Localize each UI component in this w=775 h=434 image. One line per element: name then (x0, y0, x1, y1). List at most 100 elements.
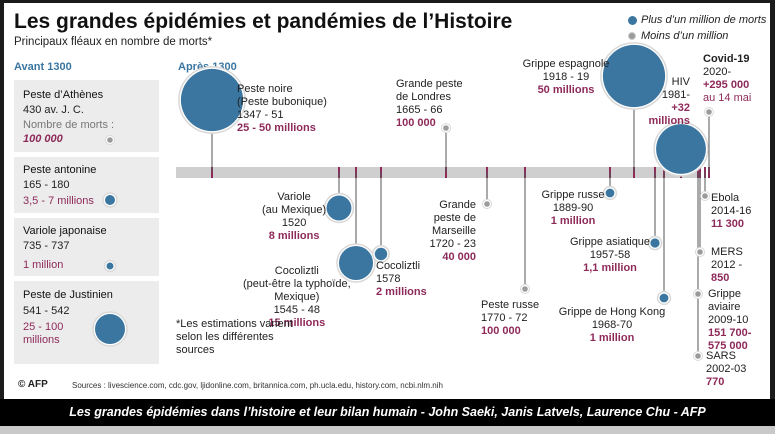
label-peste-russe: Peste russe 1770 - 72 100 000 (481, 299, 539, 338)
card-name: Peste de Justinien (23, 289, 113, 301)
small-dot-icon (628, 32, 636, 40)
bubble-mark (602, 44, 666, 108)
event-period: 1968-70 (591, 319, 633, 331)
label-peste-noire: Peste noire (Peste bubonique) 1347 - 51 … (237, 83, 327, 135)
timeline-tick (211, 167, 213, 178)
event-period: 1957-58 (589, 249, 631, 261)
event-name: Grande peste (396, 78, 463, 90)
big-dot-icon (628, 16, 637, 25)
small-mark (695, 353, 701, 359)
card-name: Peste antonine (23, 164, 97, 176)
event-deaths: 1,1 million (583, 262, 637, 274)
event-name: HIV (671, 76, 690, 88)
card-bubble-mark (106, 262, 114, 270)
event-name: MERS (711, 246, 743, 258)
label-hiv: HIV 1981- +32 millions (648, 76, 690, 128)
event-deaths: 100 000 (481, 325, 521, 337)
event-name: Covid-19 (703, 53, 750, 65)
card-name: Peste d’Athènes (23, 89, 104, 101)
event-period: 1720 - 23 (429, 238, 476, 250)
event-name: SARS (706, 350, 736, 362)
label-mers: MERS 2012 - 850 (711, 246, 743, 285)
event-period: 2014-16 (711, 205, 752, 217)
event-deaths: 8 millions (268, 230, 320, 242)
event-name: Grippe de Hong Kong (558, 306, 666, 318)
event-name: Grippe asiatique (569, 236, 651, 248)
bubble-mark (180, 68, 244, 132)
card-deaths: 3,5 - 7 millions (23, 195, 94, 207)
event-deaths-max: 575 000 (708, 340, 748, 352)
event-name: Peste russe (481, 299, 540, 311)
event-name: Cocoliztli (274, 265, 319, 277)
card-bubble-mark (95, 314, 125, 344)
small-mark (706, 109, 712, 115)
small-mark (702, 193, 708, 199)
event-deaths: 25 - 50 millions (237, 122, 316, 134)
event-name-detail: Marseille (431, 225, 476, 237)
label-covid-19: Covid-19 2020- +295 000 au 14 mai (703, 53, 751, 105)
card-small-mark (107, 137, 113, 143)
afp-credit: © AFP (18, 379, 48, 390)
small-mark (522, 286, 528, 292)
label-grippe-espagnole: Grippe espagnole 1918 - 19 50 millions (518, 58, 614, 97)
label-grippe-asiatique: Grippe asiatique 1957-58 1,1 million (567, 236, 653, 275)
card-peste-justinien: Peste de Justinien 541 - 542 25 - 100 mi… (14, 281, 159, 364)
bubble-mark (605, 188, 615, 198)
event-deaths: 2 millions (376, 286, 427, 298)
event-period: 2020- (703, 66, 732, 78)
legend-big: Plus d’un million de morts (628, 12, 766, 28)
event-deaths: 770 (706, 376, 725, 388)
event-deaths: +295 000 (703, 79, 750, 91)
event-deaths: 1 million (550, 215, 596, 227)
card-name: Variole japonaise (23, 225, 107, 237)
event-name-detail: Mexique) (274, 291, 320, 303)
event-deaths: 850 (711, 272, 730, 284)
event-name: Grande (439, 199, 476, 211)
event-deaths: 50 millions (537, 84, 595, 96)
event-name-detail: (au Mexique) (262, 204, 327, 216)
label-grippe-hong-kong: Grippe de Hong Kong 1968-70 1 million (558, 306, 666, 345)
timeline-tick (708, 167, 710, 178)
footnote: *Les estimations varient selon les diffé… (176, 318, 293, 356)
label-cocoliztli-1578: Cocoliztli 1578 2 millions (376, 260, 427, 299)
timeline-bubbles (92, 42, 714, 361)
event-deaths: 15 millions (268, 317, 326, 329)
bottom-strip (0, 426, 775, 434)
page-subtitle: Principaux fléaux en nombre de morts* (14, 36, 213, 48)
event-deaths-date: au 14 mai (703, 92, 752, 104)
event-name: Grippe russe (541, 189, 605, 201)
event-deaths: 100 000 (396, 117, 436, 129)
card-deaths: 25 - 100 millions (23, 321, 64, 346)
card-date: 735 - 737 (23, 240, 70, 252)
small-mark (697, 249, 703, 255)
event-period: 1545 - 48 (273, 304, 321, 316)
event-name-detail: aviaire (708, 301, 741, 313)
bubble-mark (656, 124, 706, 174)
bubble-mark (338, 245, 374, 281)
label-variole: Variole (au Mexique) 1520 8 millions (262, 191, 326, 243)
card-deaths: 100 000 (23, 133, 63, 145)
event-period: 1770 - 72 (481, 312, 528, 324)
page-title: Les grandes épidémies et pandémies de l’… (14, 10, 513, 33)
card-peste-antonine: Peste antonine 165 - 180 3,5 - 7 million… (14, 157, 159, 213)
sources: Sources : livescience.com, cdc.gov, ljid… (72, 381, 443, 390)
card-deaths: 1 million (23, 259, 64, 271)
event-name: Cocoliztli (376, 260, 421, 272)
legend: Plus d’un million de morts Moins d’un mi… (628, 12, 766, 44)
event-name-detail: (peut-être la typhoïde, (243, 278, 351, 290)
event-period: 1981- (661, 89, 690, 101)
event-period: 1889-90 (552, 202, 594, 214)
event-deaths: +32 (671, 102, 690, 114)
timeline-tick (633, 167, 635, 178)
event-deaths: 11 300 (711, 218, 745, 230)
bubble-mark (659, 293, 669, 303)
bubble-mark (374, 247, 388, 261)
event-deaths: 151 700- (708, 327, 752, 339)
image-caption: Les grandes épidémies dans l’histoire et… (0, 399, 775, 426)
event-period: 2002-03 (706, 363, 747, 375)
small-mark (695, 291, 701, 297)
card-date: 541 - 542 (23, 305, 70, 317)
small-mark (484, 201, 490, 207)
card-label: Nombre de morts : (23, 119, 115, 131)
